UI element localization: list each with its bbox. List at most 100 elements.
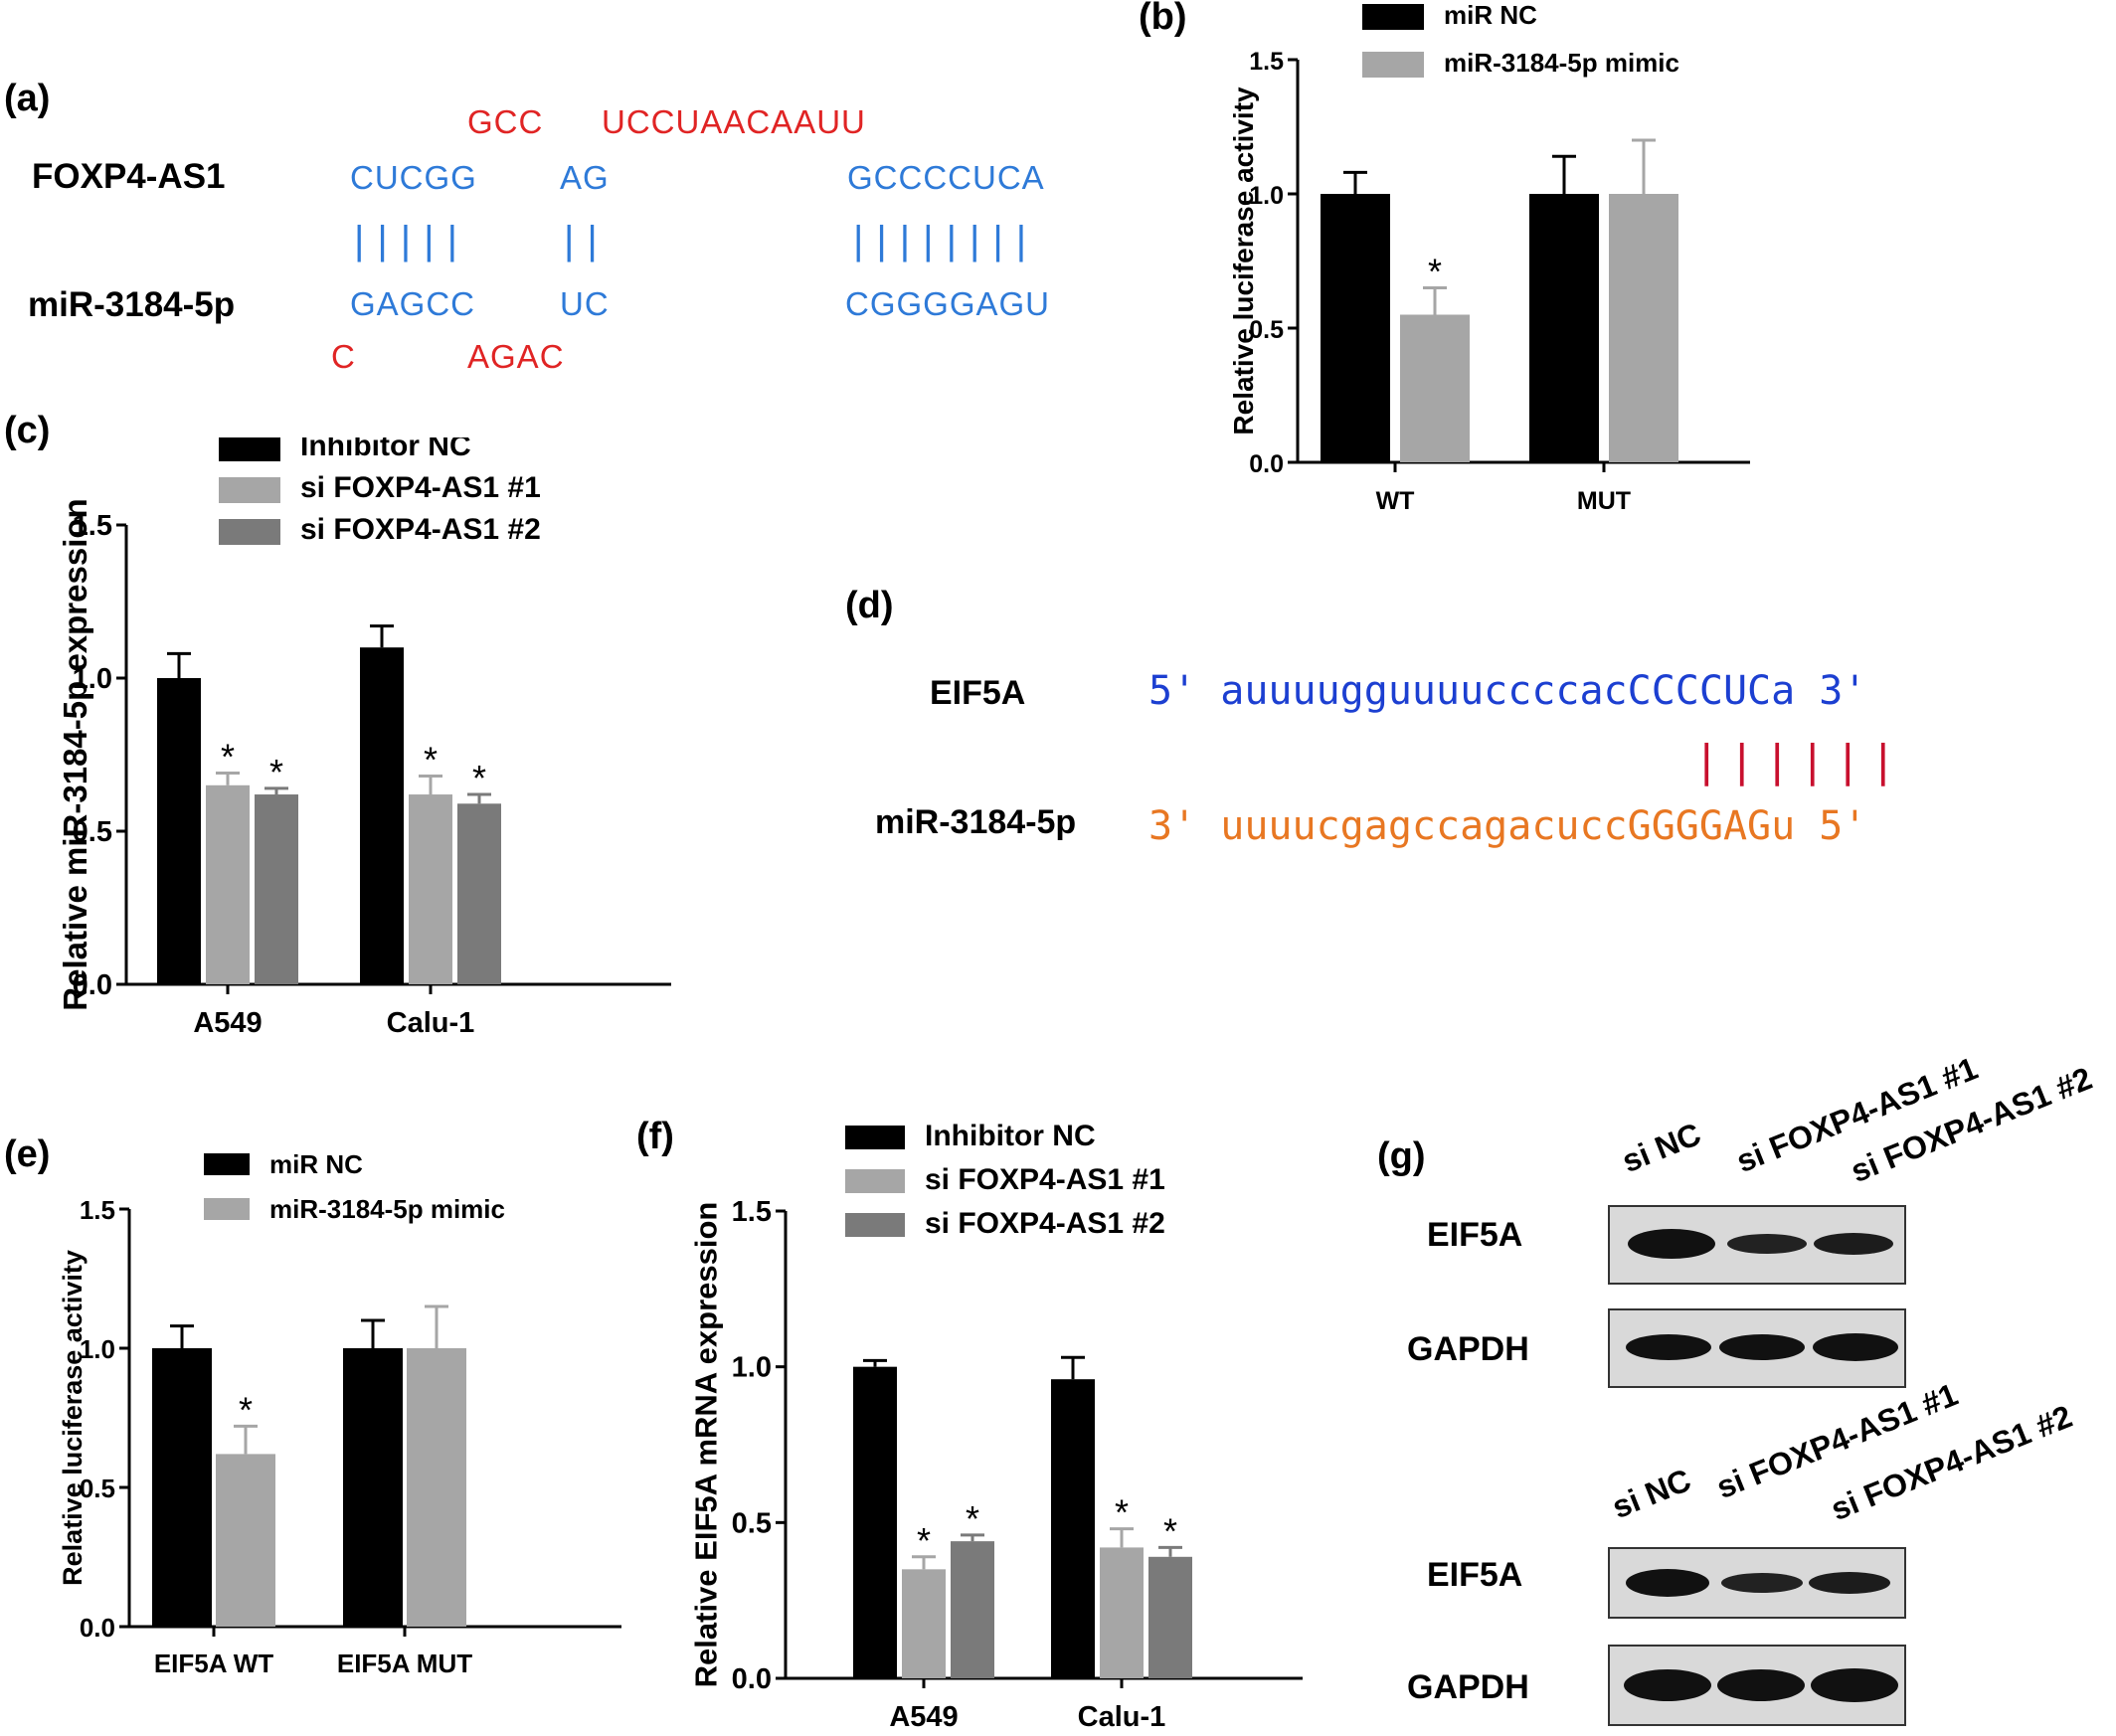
- chart-c-ytick-label: 1.5: [73, 510, 112, 542]
- chart-e-ytick-label: 1.0: [80, 1334, 115, 1364]
- mir-seq-1: GAGCC: [350, 285, 476, 322]
- foxp4-seq-2: AG: [560, 159, 610, 196]
- chart-c-legend-swatch: [219, 477, 280, 503]
- chart-f-ytick-label: 1.5: [732, 1196, 772, 1228]
- chart-f-ylabel: Relative EIF5A mRNA expression: [688, 1202, 723, 1688]
- blot2-gapdh-membrane: [1608, 1645, 1906, 1726]
- unpaired-bottom-2: AGAC: [467, 338, 565, 375]
- unpaired-top-2: UCCUAACAAUU: [602, 103, 866, 140]
- chart-b-ytick-label: 0.0: [1249, 450, 1284, 478]
- chart-e-bar: [343, 1348, 403, 1627]
- panel-label-c: (c): [4, 410, 51, 451]
- chart-c-significance: *: [221, 736, 235, 777]
- lane-label-si-nc-1: si NC: [1617, 1116, 1706, 1180]
- chart-c-significance: *: [269, 752, 283, 792]
- chart-b-ytick-label: 0.5: [1249, 316, 1284, 344]
- chart-f-legend-swatch: [845, 1213, 905, 1237]
- pair-lines-2: ||: [564, 219, 611, 262]
- chart-c-legend-swatch: [219, 437, 280, 461]
- chart-e-category-label: EIF5A MUT: [337, 1649, 472, 1678]
- pair-lines-3: ||||||||: [853, 219, 1040, 262]
- chart-f-legend-label: si FOXP4-AS1 #2: [925, 1207, 1165, 1240]
- chart-c-legend-label: si FOXP4-AS1 #1: [300, 471, 541, 504]
- chart-f-bar: [1100, 1547, 1144, 1678]
- chart-c-bar: [409, 794, 452, 984]
- chart-f-bar: [853, 1366, 897, 1678]
- eif5a-label: EIF5A: [930, 674, 1026, 712]
- chart-c-ytick-label: 0.5: [73, 816, 112, 848]
- blot1-gapdh-label: GAPDH: [1407, 1330, 1529, 1368]
- chart-c-category-label: A549: [193, 1007, 262, 1039]
- foxp4-seq-1: CUCGG: [350, 159, 477, 196]
- chart-e-category-label: EIF5A WT: [154, 1649, 273, 1678]
- chart-e: 0.0 0.5 1.0 1.5 Relative luciferase activity…: [58, 1149, 621, 1678]
- chart-b-bar: [1400, 314, 1470, 462]
- chart-c-bar: [255, 794, 298, 984]
- panel-label-d: (d): [845, 585, 894, 626]
- panel-label-f: (f): [636, 1116, 674, 1157]
- chart-f-ytick-label: 0.5: [732, 1507, 772, 1539]
- chart-f-legend-label: si FOXP4-AS1 #1: [925, 1163, 1165, 1196]
- chart-c-significance: *: [424, 740, 438, 781]
- chart-e-legend-swatch: [204, 1198, 250, 1220]
- chart-c-legend-swatch: [219, 519, 280, 545]
- chart-f-ytick-label: 1.0: [732, 1352, 772, 1384]
- chart-c-bar: [206, 784, 250, 984]
- panel-label-e: (e): [4, 1133, 51, 1175]
- unpaired-top-1: GCC: [467, 103, 544, 140]
- mir-3184-sequence: 3' uuuucgagccagacuccGGGGAGu 5': [1148, 803, 1867, 849]
- chart-c-category-label: Calu-1: [387, 1007, 475, 1039]
- foxp4-as1-label: FOXP4-AS1: [32, 157, 226, 196]
- chart-b-legend-label: miR NC: [1444, 0, 1537, 30]
- seed-pair-lines: ||||||: [1693, 736, 1905, 786]
- foxp4-seq-3: GCCCCUCA: [847, 159, 1045, 196]
- chart-b: 0.0 0.5 1.0 1.5 Relative luciferase activity…: [1228, 0, 1750, 515]
- chart-e-bar: [407, 1348, 466, 1627]
- blot2-gapdh-label: GAPDH: [1407, 1668, 1529, 1706]
- chart-e-ytick-label: 0.5: [80, 1474, 115, 1503]
- panel-label-a: (a): [4, 78, 51, 119]
- chart-f-significance: *: [917, 1520, 931, 1561]
- lane-label-si-nc-2: si NC: [1607, 1462, 1696, 1526]
- chart-e-ylabel: Relative luciferase activity: [58, 1250, 88, 1586]
- chart-b-ytick-label: 1.0: [1249, 182, 1284, 210]
- chart-e-legend-label: miR NC: [269, 1149, 363, 1179]
- blot1-gapdh-membrane: [1608, 1308, 1906, 1388]
- chart-f: 0.0 0.5 1.0 1.5 Relative EIF5A mRNA expressi…: [688, 1120, 1303, 1733]
- chart-c-significance: *: [472, 758, 486, 798]
- chart-f-significance: *: [966, 1498, 979, 1539]
- chart-b-category-label: WT: [1376, 487, 1415, 515]
- panel-label-b: (b): [1139, 0, 1187, 38]
- chart-c-ylabel: Relative miR-3184-5p expression: [57, 498, 93, 1010]
- chart-c-bar: [457, 803, 501, 984]
- chart-c-legend-label: Inhibitor NC: [300, 437, 471, 462]
- mir-seq-3: CGGGGAGU: [845, 285, 1051, 322]
- chart-c-bar: [360, 647, 404, 984]
- chart-e-significance: *: [239, 1389, 253, 1430]
- chart-c-ytick-label: 0.0: [73, 969, 112, 1001]
- chart-f-bar: [902, 1569, 946, 1678]
- chart-e-bar: [216, 1454, 275, 1627]
- chart-b-bar: [1609, 194, 1678, 462]
- chart-b-bar: [1529, 194, 1599, 462]
- chart-c-ytick-label: 1.0: [73, 663, 112, 695]
- chart-f-category-label: Calu-1: [1078, 1701, 1166, 1733]
- chart-b-bar: [1321, 194, 1390, 462]
- chart-e-bar: [152, 1348, 212, 1627]
- panel-label-g: (g): [1377, 1135, 1426, 1177]
- mir-seq-2: UC: [560, 285, 610, 322]
- blot1-eif5a-label: EIF5A: [1427, 1216, 1523, 1254]
- blot2-eif5a-membrane: [1608, 1547, 1906, 1619]
- chart-e-legend-label: miR-3184-5p mimic: [269, 1194, 505, 1224]
- mir-3184-label-d: miR-3184-5p: [875, 803, 1077, 841]
- chart-e-ytick-label: 0.0: [80, 1613, 115, 1643]
- chart-f-ytick-label: 0.0: [732, 1663, 772, 1695]
- chart-c-legend-label: si FOXP4-AS1 #2: [300, 513, 541, 546]
- chart-f-legend-swatch: [845, 1169, 905, 1193]
- chart-b-legend-swatch: [1362, 4, 1424, 30]
- chart-e-ytick-label: 1.5: [80, 1195, 115, 1225]
- unpaired-bottom-1: C: [331, 338, 356, 375]
- chart-b-ytick-label: 1.5: [1249, 48, 1284, 76]
- blot1-eif5a-membrane: [1608, 1205, 1906, 1285]
